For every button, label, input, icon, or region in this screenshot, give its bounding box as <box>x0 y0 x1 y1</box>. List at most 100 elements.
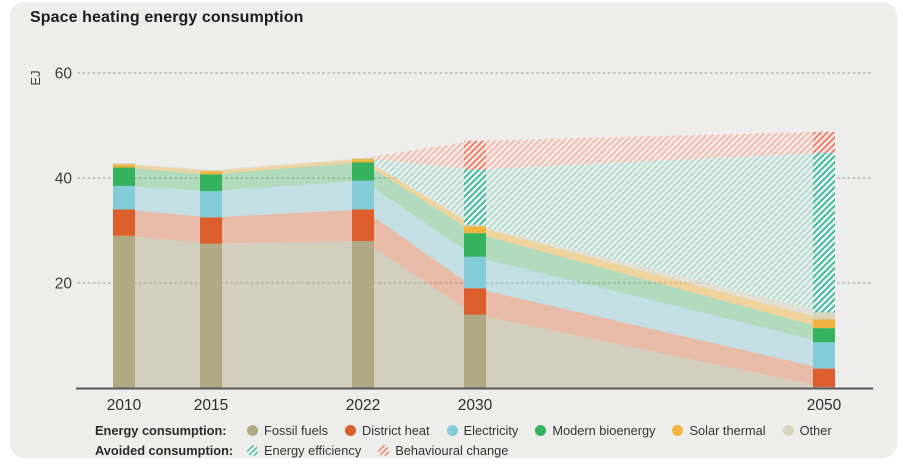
area-modern-bioenergy <box>363 162 475 257</box>
x-tick-label-2010: 2010 <box>107 397 142 414</box>
area-electricity <box>363 180 475 289</box>
stacked-areas <box>124 131 824 388</box>
bar-modern-bioenergy <box>113 167 135 186</box>
area-other <box>475 224 824 320</box>
legend-label-other: Other <box>799 422 832 438</box>
area-modern-bioenergy <box>475 233 824 343</box>
bar-behavioural-change <box>464 140 486 170</box>
y-axis-unit-label: EJ <box>28 70 43 85</box>
legend: Energy consumption: Fossil fuels District… <box>95 421 849 461</box>
bar-solar-thermal <box>352 159 374 163</box>
bar-energy-efficiency <box>464 169 486 225</box>
legend-label-behavioural-change: Behavioural change <box>395 442 509 458</box>
area-solar-thermal <box>211 159 363 175</box>
area-solar-thermal <box>475 226 824 329</box>
axis-labels: 20 40 60 EJ 2010 2015 2022 2030 2050 <box>28 66 842 415</box>
area-solar-thermal <box>363 159 475 234</box>
bar-behavioural-change <box>813 131 835 153</box>
area-district-heat <box>363 209 475 315</box>
bar-district-heat <box>352 209 374 241</box>
y-tick-label-20: 20 <box>55 276 73 293</box>
area-modern-bioenergy <box>211 162 363 192</box>
area-electricity <box>124 185 211 218</box>
legend-consumption-label: Energy consumption: <box>95 422 227 438</box>
area-energy-efficiency <box>363 158 475 225</box>
legend-row-avoided: Avoided consumption: Energy efficiency Be… <box>95 441 849 461</box>
legend-label-district-heat: District heat <box>362 422 430 438</box>
chart-title: Space heating energy consumption <box>30 9 304 26</box>
legend-swatch-solar-thermal-icon <box>672 425 684 437</box>
bar-other <box>813 312 835 320</box>
bar-district-heat <box>813 368 835 387</box>
bar-other <box>200 170 222 172</box>
area-fossil-fuels <box>363 241 475 388</box>
area-fossil-fuels <box>475 314 824 388</box>
x-tick-label-2015: 2015 <box>194 397 228 414</box>
stacked-bars <box>113 131 835 388</box>
x-tick-label-2050: 2050 <box>807 397 842 414</box>
bar-energy-efficiency <box>813 152 835 313</box>
area-electricity <box>475 256 824 369</box>
legend-label-fossil-fuels: Fossil fuels <box>264 422 329 438</box>
legend-item-energy-efficiency: Energy efficiency <box>247 442 362 458</box>
legend-swatch-other-icon <box>782 425 794 437</box>
area-other <box>211 158 363 172</box>
bar-electricity <box>200 191 222 218</box>
legend-row-consumption: Energy consumption: Fossil fuels District… <box>95 421 849 441</box>
legend-item-other: Other <box>782 422 832 438</box>
x-tick-label-2022: 2022 <box>346 397 380 414</box>
legend-swatch-district-heat-icon <box>345 425 357 437</box>
bar-modern-bioenergy <box>464 233 486 257</box>
legend-swatch-energy-efficiency-icon <box>247 445 258 457</box>
y-tick-label-60: 60 <box>55 66 73 83</box>
legend-swatch-fossil-fuels-icon <box>247 425 258 437</box>
bar-modern-bioenergy <box>200 174 222 192</box>
bar-fossil-fuels <box>464 314 486 388</box>
legend-item-electricity: Electricity <box>446 422 519 438</box>
y-tick-label-40: 40 <box>55 171 73 188</box>
bar-district-heat <box>113 209 135 236</box>
area-other <box>124 163 211 172</box>
bar-solar-thermal <box>113 164 135 168</box>
bar-other <box>352 158 374 160</box>
area-energy-efficiency <box>475 152 824 313</box>
area-district-heat <box>475 288 824 387</box>
bar-modern-bioenergy <box>352 162 374 181</box>
bar-district-heat <box>464 288 486 315</box>
bar-modern-bioenergy <box>813 328 835 343</box>
legend-label-solar-thermal: Solar thermal <box>689 422 766 438</box>
area-district-heat <box>211 209 363 244</box>
area-fossil-fuels <box>211 241 363 388</box>
legend-swatch-electricity-icon <box>446 425 458 437</box>
bar-solar-thermal <box>200 171 222 175</box>
bar-other <box>464 224 486 227</box>
bar-fossil-fuels <box>200 243 222 388</box>
bar-electricity <box>113 185 135 210</box>
bar-electricity <box>352 180 374 210</box>
area-behavioural-change <box>363 140 475 170</box>
legend-swatch-behavioural-change-icon <box>378 445 390 457</box>
area-other <box>363 158 475 227</box>
legend-item-solar-thermal: Solar thermal <box>672 422 766 438</box>
legend-label-modern-bioenergy: Modern bioenergy <box>552 422 656 438</box>
legend-label-electricity: Electricity <box>463 422 519 438</box>
legend-item-district-heat: District heat <box>345 422 430 438</box>
legend-item-behavioural-change: Behavioural change <box>378 442 509 458</box>
area-solar-thermal <box>124 164 211 175</box>
area-district-heat <box>124 209 211 244</box>
area-modern-bioenergy <box>124 167 211 192</box>
bar-electricity <box>464 256 486 289</box>
area-electricity <box>211 180 363 218</box>
bar-electricity <box>813 342 835 369</box>
legend-item-fossil-fuels: Fossil fuels <box>247 422 329 438</box>
area-behavioural-change <box>475 131 824 170</box>
legend-item-modern-bioenergy: Modern bioenergy <box>535 422 656 438</box>
bar-other <box>113 163 135 165</box>
legend-label-energy-efficiency: Energy efficiency <box>264 442 362 458</box>
bar-fossil-fuels <box>813 386 835 388</box>
legend-avoided-label: Avoided consumption: <box>95 442 234 458</box>
bar-district-heat <box>200 217 222 244</box>
area-fossil-fuels <box>124 235 211 388</box>
x-tick-label-2030: 2030 <box>458 397 493 414</box>
